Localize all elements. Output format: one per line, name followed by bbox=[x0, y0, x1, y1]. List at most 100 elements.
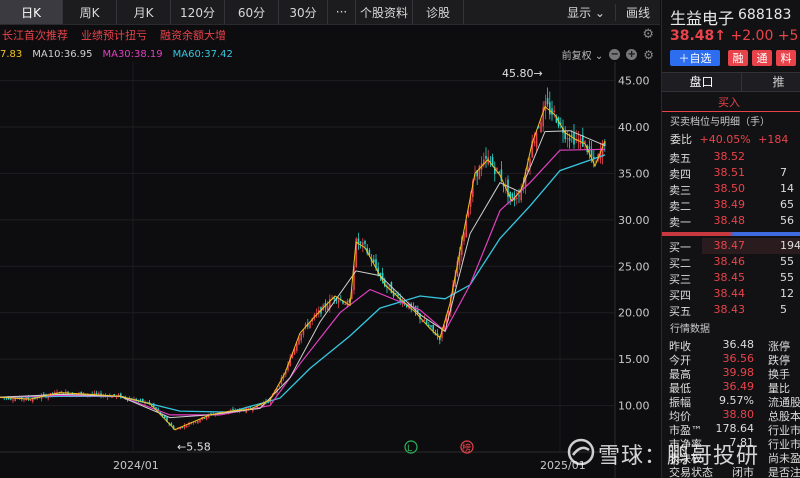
snowball-logo-icon bbox=[567, 438, 595, 466]
bid-row[interactable]: 买三 38.45 55 bbox=[662, 270, 800, 286]
candle-body bbox=[260, 403, 263, 406]
y-tick-label: 35.00 bbox=[618, 167, 650, 180]
candle-body bbox=[566, 138, 569, 140]
period-tab-120min[interactable]: 120分 bbox=[171, 0, 225, 24]
zoom-out-icon[interactable]: − bbox=[609, 49, 621, 60]
buy-tab[interactable]: 买入 bbox=[662, 94, 800, 112]
ask-row[interactable]: 卖五 38.52 bbox=[662, 149, 800, 165]
bid-row[interactable]: 买五 38.43 5 bbox=[662, 302, 800, 318]
ma5-value: 7.83 bbox=[0, 48, 23, 60]
panel-tabs: 盘口 推 bbox=[662, 72, 800, 92]
stat-label: 市盈™ bbox=[669, 424, 702, 437]
order-ratio-diff: +184 bbox=[758, 133, 789, 146]
quote-panel: 生益电子 688183 38.48↑ +2.00 +5.48% ＋自选 融 通 … bbox=[661, 0, 800, 478]
ask-price: 38.51 bbox=[713, 166, 746, 179]
period-tab-monthly[interactable]: 月K bbox=[117, 0, 171, 24]
zoom-in-icon[interactable]: + bbox=[626, 49, 638, 60]
candle-body bbox=[445, 315, 448, 323]
bid-row[interactable]: 买四 38.44 12 bbox=[662, 286, 800, 302]
stat-label: 昨收 bbox=[669, 340, 691, 353]
bid-row[interactable]: 买二 38.46 55 bbox=[662, 254, 800, 270]
y-tick-label: 45.00 bbox=[618, 75, 650, 88]
candle-body bbox=[476, 170, 478, 177]
bid-label: 买三 bbox=[669, 273, 691, 286]
ask-row[interactable]: 卖二 38.49 65 bbox=[662, 197, 800, 213]
candle-body bbox=[313, 314, 316, 318]
candle-body bbox=[441, 329, 443, 338]
stock-profile-button[interactable]: 个股资料 bbox=[356, 0, 413, 24]
diagnose-button[interactable]: 诊股 bbox=[413, 0, 464, 24]
ask-label: 卖四 bbox=[669, 168, 691, 181]
candle-body bbox=[436, 333, 439, 336]
bid-row[interactable]: 买一 38.47 194 bbox=[662, 238, 800, 254]
candle-body bbox=[351, 289, 353, 299]
material-badge[interactable]: 料 bbox=[776, 50, 796, 66]
candle-body bbox=[577, 138, 580, 140]
candle-body bbox=[256, 404, 258, 410]
tag-item[interactable]: 融资余额大增 bbox=[160, 29, 226, 42]
candle-body bbox=[564, 131, 566, 140]
candle-body bbox=[302, 329, 305, 335]
add-watchlist-button[interactable]: ＋自选 bbox=[670, 50, 720, 66]
stat-row: 均价 38.80 总股本 bbox=[662, 408, 800, 423]
bid-highlight bbox=[702, 238, 800, 254]
last-price: 38.48↑ bbox=[670, 28, 727, 44]
ask-row[interactable]: 卖四 38.51 7 bbox=[662, 165, 800, 181]
candle-body bbox=[465, 220, 467, 238]
period-tab-60min[interactable]: 60分 bbox=[225, 0, 279, 24]
ask-row[interactable]: 卖三 38.50 14 bbox=[662, 181, 800, 197]
stat-label: 最低 bbox=[669, 382, 691, 395]
y-tick-label: 40.00 bbox=[618, 121, 650, 134]
candle-body bbox=[166, 417, 168, 422]
ask-row[interactable]: 卖一 38.48 56 bbox=[662, 213, 800, 229]
candle-body bbox=[527, 166, 529, 172]
candle-body bbox=[148, 402, 151, 404]
adjust-select[interactable]: 前复权 ⌄ bbox=[562, 47, 604, 62]
candle-body bbox=[533, 140, 536, 144]
candle-body bbox=[29, 399, 32, 401]
bid-label: 买一 bbox=[669, 241, 691, 254]
stat-label: 表决权 bbox=[669, 452, 702, 465]
connect-badge[interactable]: 通 bbox=[752, 50, 772, 66]
candle-body bbox=[511, 193, 514, 199]
candle-body bbox=[535, 132, 538, 148]
y-tick-label: 20.00 bbox=[618, 307, 650, 320]
stat-value: 36.56 bbox=[722, 352, 755, 365]
chevron-down-icon: ⌄ bbox=[594, 51, 604, 62]
candle-body bbox=[12, 399, 14, 401]
candle-body bbox=[326, 305, 329, 311]
period-tab-weekly[interactable]: 周K bbox=[63, 0, 117, 24]
gear-icon[interactable]: ⚙ bbox=[642, 27, 654, 42]
candle-body bbox=[390, 282, 393, 294]
tab-recommend[interactable]: 推 bbox=[772, 75, 785, 89]
candle-body bbox=[142, 398, 144, 403]
candle-body bbox=[469, 197, 472, 207]
candle-body bbox=[381, 272, 384, 282]
candle-body bbox=[298, 338, 300, 345]
period-tab-30min[interactable]: 30分 bbox=[279, 0, 328, 24]
margin-badge[interactable]: 融 bbox=[728, 50, 748, 66]
candle-body bbox=[287, 363, 289, 371]
candle-body bbox=[315, 313, 318, 315]
y-tick-label: 30.00 bbox=[618, 214, 650, 227]
ask-volume: 56 bbox=[780, 214, 794, 227]
stat-value: 7.81 bbox=[729, 436, 755, 449]
display-menu-button[interactable]: 显示 ⌄ bbox=[557, 4, 615, 21]
draw-line-button[interactable]: 画线 bbox=[614, 4, 660, 21]
more-periods-button[interactable]: ··· bbox=[328, 0, 356, 24]
gear-icon[interactable]: ⚙ bbox=[643, 47, 654, 62]
period-tab-daily[interactable]: 日K bbox=[0, 0, 63, 24]
kline-chart[interactable]: 45.00 40.00 35.00 30.00 25.00 20.00 15.00 10.00… bbox=[0, 62, 660, 478]
tab-order-book[interactable]: 盘口 bbox=[662, 73, 742, 91]
display-label: 显示 bbox=[567, 6, 592, 20]
stat-value: 闭市 bbox=[732, 466, 754, 478]
tag-item[interactable]: 业绩预计扭亏 bbox=[81, 29, 147, 42]
candle-body bbox=[368, 250, 371, 256]
candle-body bbox=[392, 291, 395, 297]
tag-item[interactable]: 长江首次推荐 bbox=[2, 29, 68, 42]
candle-body bbox=[494, 166, 496, 175]
candle-body bbox=[399, 297, 401, 303]
candle-body bbox=[375, 259, 377, 269]
candle-body bbox=[419, 313, 421, 320]
candle-body bbox=[590, 149, 593, 158]
